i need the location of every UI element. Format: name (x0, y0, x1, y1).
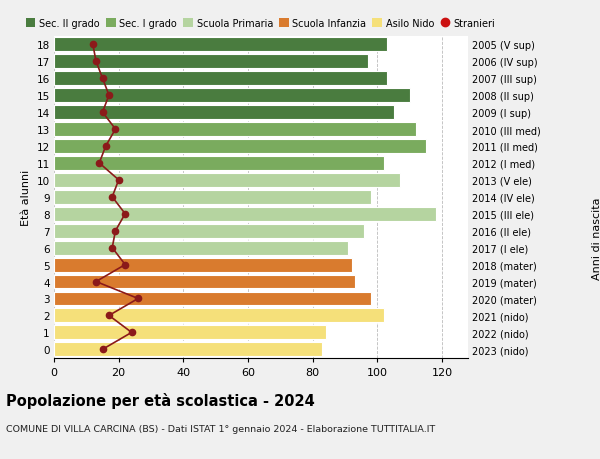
Bar (54, 326, 326, 340)
Bar (54, 55, 368, 69)
Bar (54, 123, 416, 137)
Bar (54, 140, 426, 154)
Bar (54, 207, 436, 221)
Bar (54, 174, 400, 187)
Text: Popolazione per età scolastica - 2024: Popolazione per età scolastica - 2024 (6, 392, 315, 409)
Bar (54, 106, 394, 120)
Legend: Sec. II grado, Sec. I grado, Scuola Primaria, Scuola Infanzia, Asilo Nido, Stran: Sec. II grado, Sec. I grado, Scuola Prim… (26, 19, 496, 28)
Y-axis label: Età alunni: Età alunni (21, 169, 31, 225)
Bar (54, 258, 352, 272)
Text: Anni di nascita: Anni di nascita (592, 197, 600, 280)
Bar (54, 72, 387, 86)
Bar (54, 224, 364, 238)
Text: COMUNE DI VILLA CARCINA (BS) - Dati ISTAT 1° gennaio 2024 - Elaborazione TUTTITA: COMUNE DI VILLA CARCINA (BS) - Dati ISTA… (6, 425, 435, 434)
Bar (54, 89, 410, 103)
Bar (54, 241, 349, 255)
Bar (54, 157, 384, 170)
Bar (54, 292, 371, 306)
Bar (54, 275, 355, 289)
Bar (54, 309, 384, 323)
Bar (54, 190, 371, 204)
Bar (54, 38, 387, 52)
Bar (54, 342, 322, 357)
